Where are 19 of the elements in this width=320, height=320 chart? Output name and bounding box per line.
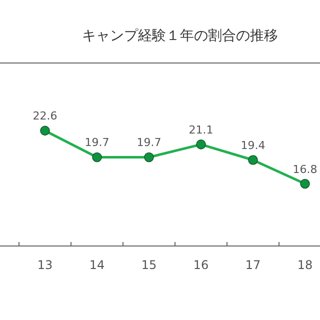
point xyxy=(144,152,154,162)
data-label: 21.1 xyxy=(188,123,214,136)
x-tick-label: 13 xyxy=(37,258,53,272)
x-tick-label: 15 xyxy=(141,258,157,272)
x-tick-label: 16 xyxy=(193,258,209,272)
point xyxy=(196,140,206,150)
data-label: 19.7 xyxy=(136,136,162,150)
x-tick-label: 17 xyxy=(245,258,261,272)
data-label: 22.6 xyxy=(32,110,58,123)
chart-title: キャンプ経験１年の割合の推移 xyxy=(82,28,278,44)
point xyxy=(40,126,50,136)
x-tick-label: 18 xyxy=(297,258,313,272)
data-label: 19.4 xyxy=(240,138,266,152)
point xyxy=(92,152,102,162)
x-tick-label: 14 xyxy=(89,258,105,272)
data-label: 16.8 xyxy=(292,162,318,176)
point xyxy=(248,155,258,165)
data-label: 19.7 xyxy=(84,136,110,150)
point xyxy=(300,178,310,189)
